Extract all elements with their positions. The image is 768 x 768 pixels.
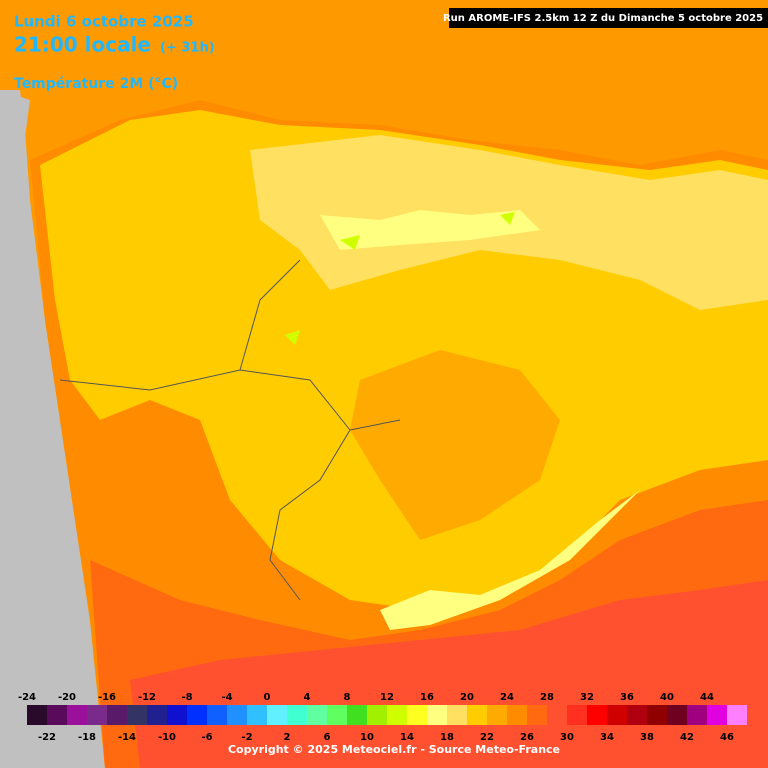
legend-swatch bbox=[527, 705, 547, 725]
legend-swatch bbox=[47, 705, 67, 725]
legend-swatch bbox=[647, 705, 667, 725]
legend-label-lower: 46 bbox=[720, 732, 734, 743]
legend-swatch bbox=[347, 705, 367, 725]
offset: (+ 31h) bbox=[160, 41, 215, 56]
legend-label-lower: -6 bbox=[201, 732, 212, 743]
legend-label-upper: 32 bbox=[580, 692, 594, 703]
legend-label-upper: -16 bbox=[98, 692, 116, 703]
legend-swatch bbox=[287, 705, 307, 725]
legend-swatch bbox=[87, 705, 107, 725]
land-cold bbox=[320, 210, 540, 250]
legend-label-lower: 10 bbox=[360, 732, 374, 743]
legend-label-upper: 36 bbox=[620, 692, 634, 703]
legend-swatch bbox=[387, 705, 407, 725]
legend-swatch bbox=[427, 705, 447, 725]
legend-swatch bbox=[547, 705, 567, 725]
offmap-gray bbox=[0, 90, 105, 768]
legend-label-upper: 44 bbox=[700, 692, 714, 703]
valley-warm bbox=[350, 350, 560, 540]
legend-swatch bbox=[567, 705, 587, 725]
field-name: Température 2M (°C) bbox=[14, 76, 178, 92]
legend-swatch bbox=[67, 705, 87, 725]
legend-swatch bbox=[127, 705, 147, 725]
ridge-cold bbox=[380, 490, 640, 630]
legend-swatch bbox=[307, 705, 327, 725]
legend-label-upper: -20 bbox=[58, 692, 76, 703]
legend-label-lower: -2 bbox=[241, 732, 252, 743]
legend-label-lower: 30 bbox=[560, 732, 574, 743]
legend-label-upper: -4 bbox=[221, 692, 232, 703]
border-line bbox=[59, 259, 401, 601]
legend-label-upper: 16 bbox=[420, 692, 434, 703]
legend-label-lower: -10 bbox=[158, 732, 176, 743]
legend-label-lower: 26 bbox=[520, 732, 534, 743]
legend-label-upper: 0 bbox=[264, 692, 271, 703]
legend-swatch bbox=[147, 705, 167, 725]
legend-label-lower: 2 bbox=[284, 732, 291, 743]
run-info: Run AROME-IFS 2.5km 12 Z du Dimanche 5 o… bbox=[443, 13, 763, 24]
legend-label-lower: 34 bbox=[600, 732, 614, 743]
legend-label-lower: 6 bbox=[324, 732, 331, 743]
legend-swatch bbox=[407, 705, 427, 725]
legend-label-upper: -24 bbox=[18, 692, 36, 703]
legend-swatch bbox=[687, 705, 707, 725]
legend-swatch bbox=[107, 705, 127, 725]
legend-label-lower: 38 bbox=[640, 732, 654, 743]
legend-label-upper: -12 bbox=[138, 692, 156, 703]
legend-swatch bbox=[187, 705, 207, 725]
legend-swatch bbox=[267, 705, 287, 725]
legend-label-upper: 8 bbox=[344, 692, 351, 703]
legend-swatch bbox=[587, 705, 607, 725]
legend-swatch bbox=[27, 705, 47, 725]
legend-swatch bbox=[487, 705, 507, 725]
legend-label-lower: 42 bbox=[680, 732, 694, 743]
legend-label-lower: 18 bbox=[440, 732, 454, 743]
legend-swatch bbox=[247, 705, 267, 725]
date: Lundi 6 octobre 2025 bbox=[14, 13, 194, 31]
legend-label-upper: 24 bbox=[500, 692, 514, 703]
legend-label-lower: -18 bbox=[78, 732, 96, 743]
legend-label-lower: 22 bbox=[480, 732, 494, 743]
legend-swatch bbox=[167, 705, 187, 725]
legend-label-upper: 4 bbox=[304, 692, 311, 703]
run-box bbox=[449, 8, 768, 28]
legend-swatch bbox=[367, 705, 387, 725]
legend-label-lower: -22 bbox=[38, 732, 56, 743]
legend-swatch bbox=[207, 705, 227, 725]
legend-label-upper: 40 bbox=[660, 692, 674, 703]
legend-swatch bbox=[627, 705, 647, 725]
legend-swatch bbox=[507, 705, 527, 725]
legend-swatch bbox=[447, 705, 467, 725]
legend-swatch bbox=[327, 705, 347, 725]
legend-swatch bbox=[667, 705, 687, 725]
legend-swatch bbox=[467, 705, 487, 725]
legend-label-lower: -14 bbox=[118, 732, 136, 743]
legend-label-lower: 14 bbox=[400, 732, 414, 743]
legend-label-upper: 28 bbox=[540, 692, 554, 703]
legend-swatch bbox=[227, 705, 247, 725]
copyright: Copyright © 2025 Meteociel.fr - Source M… bbox=[228, 743, 560, 756]
legend-swatch bbox=[727, 705, 747, 725]
time: 21:00 locale bbox=[14, 33, 151, 57]
legend: -24 -20 -16 -12 -8 -4 0 4 8 12 16 20 24 28 32 36 40 44-22… bbox=[18, 692, 747, 743]
legend-label-upper: -8 bbox=[181, 692, 192, 703]
legend-swatch bbox=[607, 705, 627, 725]
legend-label-upper: 20 bbox=[460, 692, 474, 703]
legend-swatch bbox=[707, 705, 727, 725]
legend-label-upper: 12 bbox=[380, 692, 394, 703]
